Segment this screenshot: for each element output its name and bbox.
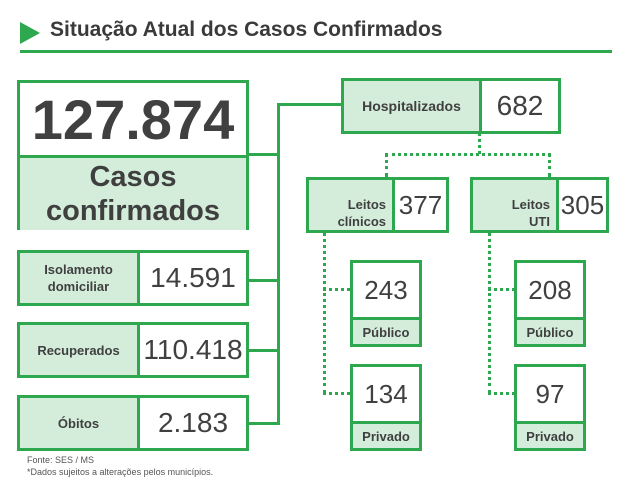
leitos-clinicos-label-line1: Leitos bbox=[347, 197, 386, 212]
dotted-hosp-down bbox=[478, 133, 481, 154]
connector-obitos bbox=[248, 422, 278, 425]
recuperados-box: Recuperados 110.418 bbox=[17, 322, 249, 378]
hospitalizados-label: Hospitalizados bbox=[344, 81, 482, 131]
isolamento-value: 14.591 bbox=[150, 262, 236, 293]
isolamento-label: Isolamento domiciliar bbox=[20, 253, 140, 303]
obitos-label: Óbitos bbox=[20, 398, 140, 448]
leitos-uti-label-line2: UTI bbox=[529, 214, 550, 229]
connector-hospitalizados bbox=[277, 103, 343, 106]
uti-privado-box: 97 Privado bbox=[514, 364, 586, 451]
clinicos-privado-box: 134 Privado bbox=[350, 364, 422, 451]
leitos-clinicos-label-line2: clínicos bbox=[337, 214, 386, 229]
clinicos-publico-box: 243 Público bbox=[350, 260, 422, 347]
recuperados-label: Recuperados bbox=[20, 325, 140, 375]
obitos-box: Óbitos 2.183 bbox=[17, 395, 249, 451]
clinicos-publico-label: Público bbox=[353, 317, 419, 344]
clinicos-privado-value: 134 bbox=[364, 378, 408, 409]
isolamento-label-line2: domiciliar bbox=[47, 279, 110, 294]
connector-confirmed bbox=[248, 153, 278, 156]
connector-isolamento bbox=[248, 279, 278, 282]
obitos-value: 2.183 bbox=[157, 407, 229, 438]
connector-recuperados bbox=[248, 349, 278, 352]
leitos-uti-box: Leitos UTI 305 bbox=[470, 177, 609, 233]
uti-privado-label: Privado bbox=[517, 421, 583, 448]
uti-privado-value: 97 bbox=[535, 378, 565, 409]
page-title: Situação Atual dos Casos Confirmados bbox=[50, 18, 443, 41]
clinicos-publico-value: 243 bbox=[364, 274, 408, 305]
isolamento-box: Isolamento domiciliar 14.591 bbox=[17, 250, 249, 306]
dotted-clinicos-trunk bbox=[323, 232, 326, 394]
leitos-clinicos-box: Leitos clínicos 377 bbox=[306, 177, 449, 233]
dotted-clinicos-publico bbox=[323, 288, 350, 291]
leitos-clinicos-value: 377 bbox=[398, 189, 443, 220]
title-underline bbox=[20, 50, 612, 53]
dotted-left-drop bbox=[385, 153, 388, 177]
footer-source: Fonte: SES / MS bbox=[27, 455, 95, 465]
leitos-uti-label-line1: Leitos bbox=[511, 197, 550, 212]
leitos-clinicos-label: Leitos clínicos bbox=[309, 180, 395, 230]
dotted-uti-privado bbox=[488, 392, 515, 395]
confirmed-label-line1: Casos bbox=[89, 161, 177, 193]
confirmed-label-line2: confirmados bbox=[45, 195, 221, 227]
uti-publico-box: 208 Público bbox=[514, 260, 586, 347]
dotted-clinicos-privado bbox=[323, 392, 350, 395]
leitos-uti-value: 305 bbox=[560, 189, 605, 220]
confirmed-label: Casos confirmados bbox=[20, 155, 246, 230]
dotted-right-drop bbox=[548, 153, 551, 177]
footer-note: *Dados sujeitos a alterações pelos munic… bbox=[27, 467, 214, 477]
dotted-hosp-span bbox=[385, 153, 551, 156]
title-marker-icon bbox=[20, 22, 40, 44]
leitos-uti-label: Leitos UTI bbox=[473, 180, 559, 230]
confirmed-box: 127.874 Casos confirmados bbox=[17, 80, 249, 230]
recuperados-value: 110.418 bbox=[143, 334, 243, 365]
hospitalizados-value: 682 bbox=[496, 90, 544, 121]
dotted-uti-trunk bbox=[488, 232, 491, 394]
hospitalizados-box: Hospitalizados 682 bbox=[341, 78, 561, 134]
clinicos-privado-label: Privado bbox=[353, 421, 419, 448]
connector-trunk bbox=[277, 103, 280, 425]
confirmed-value: 127.874 bbox=[31, 87, 235, 151]
dotted-uti-publico bbox=[488, 288, 515, 291]
uti-publico-value: 208 bbox=[528, 274, 572, 305]
isolamento-label-line1: Isolamento bbox=[44, 262, 113, 277]
uti-publico-label: Público bbox=[517, 317, 583, 344]
